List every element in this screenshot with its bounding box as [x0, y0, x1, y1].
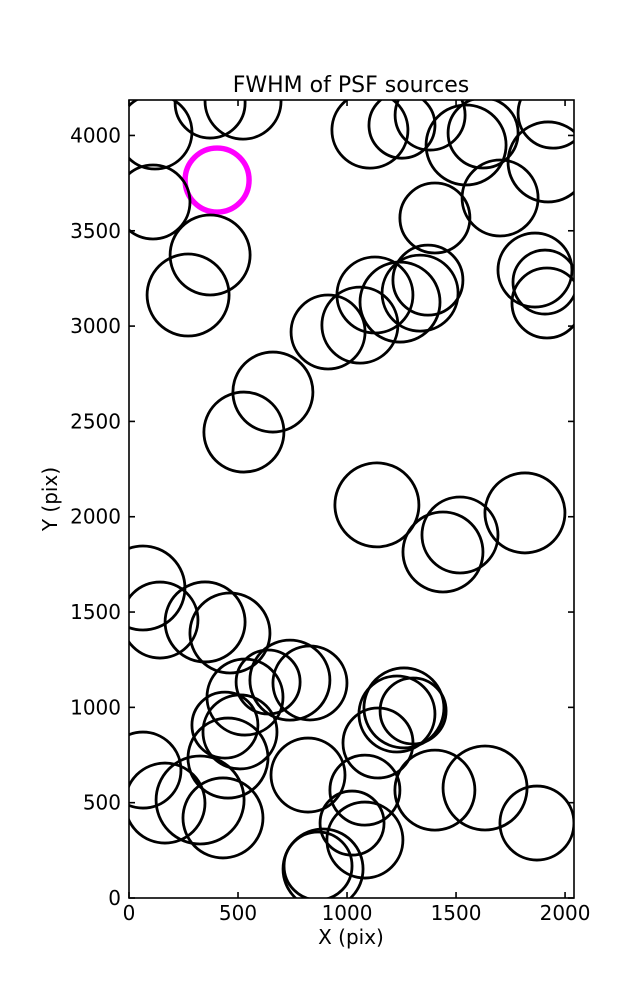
highlighted-psf-marker — [182, 145, 252, 215]
y-tick-label: 4000 — [70, 123, 121, 147]
psf-source-marker — [190, 690, 260, 760]
psf-source-marker — [320, 285, 400, 365]
psf-source-marker — [510, 266, 574, 340]
psf-source-marker — [483, 471, 567, 555]
psf-source-marker — [333, 461, 421, 549]
psf-source-marker — [163, 580, 247, 664]
chart-title: FWHM of PSF sources — [233, 73, 470, 98]
psf-source-marker — [289, 293, 367, 371]
psf-source-marker — [362, 666, 446, 750]
plot-frame — [128, 99, 575, 899]
psf-source-marker — [168, 213, 252, 297]
psf-source-marker — [281, 827, 365, 898]
psf-source-marker — [398, 181, 472, 255]
psf-source-marker — [269, 736, 347, 814]
y-tick-label: 500 — [83, 791, 121, 815]
psf-source-marker — [325, 800, 405, 880]
psf-source-marker — [231, 350, 315, 434]
psf-source-marker — [496, 231, 574, 309]
psf-source-marker — [173, 100, 247, 140]
psf-source-marker — [271, 644, 349, 722]
psf-source-marker — [129, 730, 183, 810]
x-tick-label: 1500 — [431, 901, 482, 925]
psf-source-marker — [341, 706, 415, 780]
x-tick-label: 0 — [123, 901, 136, 925]
psf-source-marker — [367, 100, 437, 160]
psf-source-marker — [401, 510, 485, 594]
psf-source-marker — [145, 252, 231, 338]
psf-source-marker — [318, 789, 386, 857]
psf-source-marker — [391, 243, 465, 317]
psf-source-marker — [129, 580, 200, 660]
psf-source-marker — [393, 748, 477, 832]
x-tick-label: 500 — [219, 901, 257, 925]
psf-source-marker — [181, 776, 265, 860]
y-tick-label: 2000 — [70, 505, 121, 529]
y-tick-label: 3500 — [70, 219, 121, 243]
y-axis-label: Y (pix) — [38, 467, 62, 532]
y-tick-label: 1000 — [70, 695, 121, 719]
axis-ticks — [128, 100, 574, 899]
y-tick-label: 2500 — [70, 409, 121, 433]
psf-source-marker — [129, 163, 192, 241]
psf-source-marker — [424, 103, 508, 187]
psf-source-marker — [516, 100, 574, 150]
psf-source-marker — [330, 100, 410, 170]
psf-source-marker — [129, 761, 207, 845]
psf-source-marker — [511, 248, 574, 316]
x-tick-label: 2000 — [540, 901, 591, 925]
axis-tick-labels: 0 500 1000 1500 2000 0 500 1000 1500 2000 2500 3000… — [70, 123, 590, 925]
y-tick-label: 0 — [108, 886, 121, 910]
psf-source-marker — [188, 591, 272, 675]
psf-source-marker — [154, 754, 246, 846]
y-tick-label: 3000 — [70, 314, 121, 338]
psf-source-marker — [420, 495, 500, 575]
psf-source-marker — [201, 693, 279, 771]
psf-source-marker — [393, 100, 467, 152]
psf-source-marker — [328, 753, 402, 827]
data-points — [129, 100, 574, 898]
psf-source-marker — [446, 100, 520, 170]
x-axis-label: X (pix) — [318, 925, 384, 949]
psf-source-marker — [203, 100, 283, 141]
psf-source-marker — [186, 716, 270, 800]
psf-source-marker — [202, 390, 286, 474]
y-tick-label: 1500 — [70, 600, 121, 624]
x-tick-label: 1000 — [322, 901, 373, 925]
psf-source-marker — [248, 638, 332, 722]
